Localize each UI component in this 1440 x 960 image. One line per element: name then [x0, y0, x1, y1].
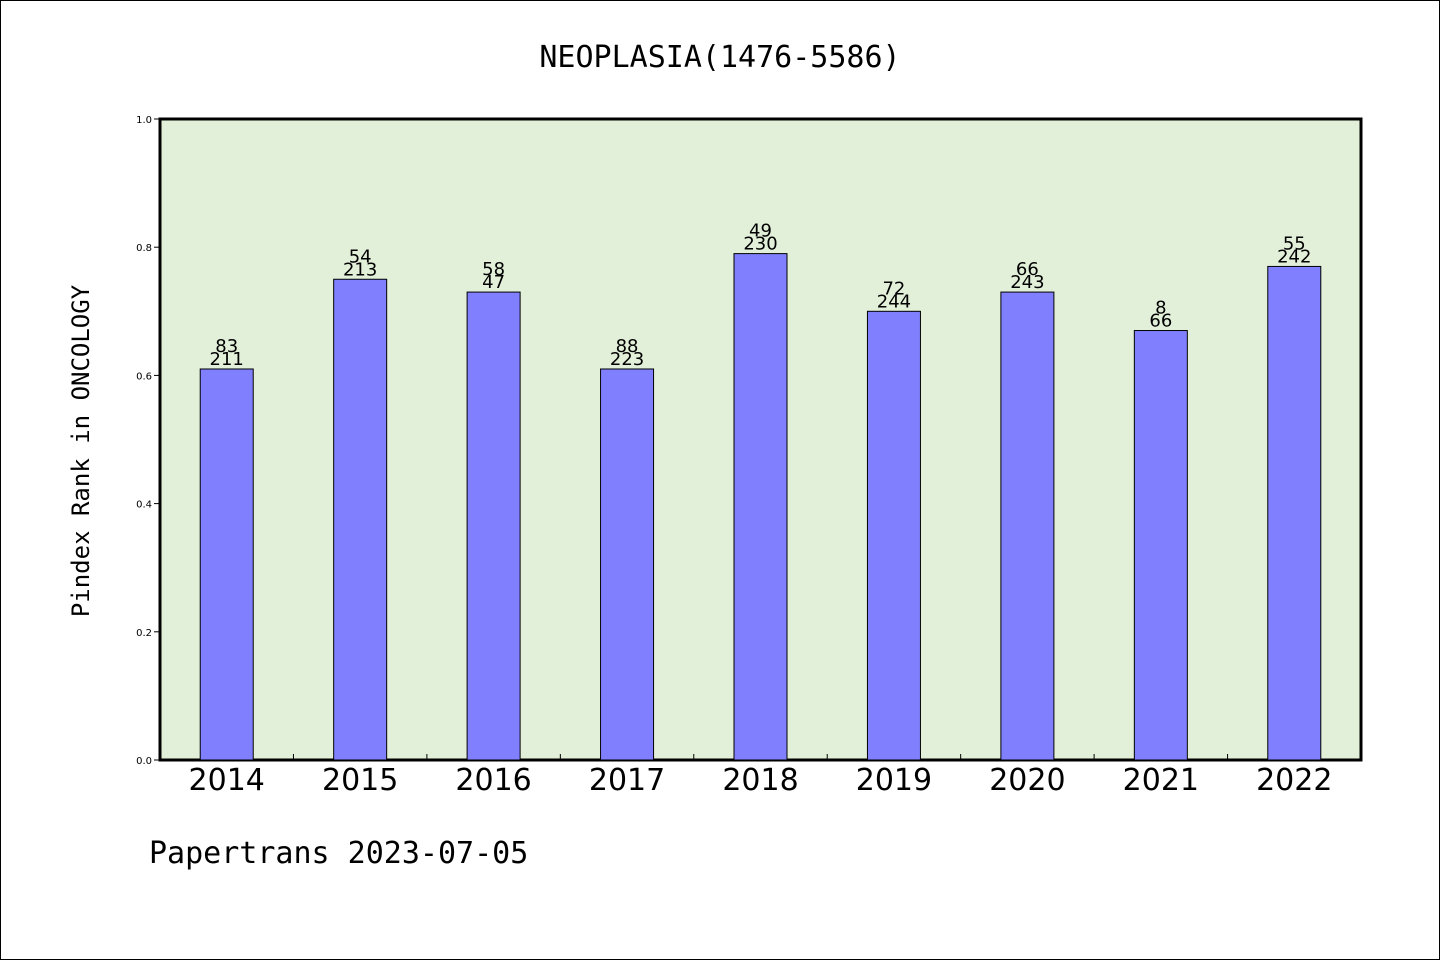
y-tick-label: 1.0 — [136, 115, 152, 126]
bar — [1133, 330, 1188, 761]
bar-label-bottom: 244 — [877, 291, 911, 312]
bar — [866, 310, 921, 761]
bar — [1000, 291, 1055, 761]
chart-title: NEOPLASIA(1476-5586) — [539, 40, 900, 75]
x-tick-label: 2017 — [589, 763, 665, 798]
bar — [466, 291, 521, 761]
bar-label-top: 58 — [482, 259, 505, 280]
y-axis-label: Pindex Rank in ONCOLOGY — [67, 284, 95, 617]
bar-label-top: 55 — [1283, 233, 1306, 254]
bar — [333, 278, 388, 761]
bar-label-top: 66 — [1016, 259, 1039, 280]
bar — [600, 368, 655, 761]
x-axis: 2014 2015 2016 2017 2018 2019 2020 2021 2022 — [189, 754, 1332, 798]
x-tick-label: 2021 — [1123, 763, 1199, 798]
bar-label-bottom: 243 — [1010, 272, 1044, 293]
x-tick-label: 2014 — [189, 763, 265, 798]
bar-label-bottom: 223 — [610, 349, 644, 370]
bar-label-bottom: 213 — [343, 259, 377, 280]
y-tick-label: 0.2 — [136, 628, 152, 639]
bar-label-top: 72 — [882, 278, 905, 299]
bar — [733, 253, 788, 761]
bar-label-top: 49 — [749, 221, 772, 242]
x-tick-label: 2015 — [322, 763, 398, 798]
bar-label-bottom: 230 — [743, 234, 777, 255]
x-tick-label: 2019 — [856, 763, 932, 798]
bar-label-top: 8 — [1155, 298, 1166, 319]
bar-label-bottom: 211 — [210, 349, 244, 370]
bar-label-bottom: 47 — [482, 272, 505, 293]
x-tick-label: 2018 — [722, 763, 798, 798]
bar-label-top: 54 — [349, 246, 372, 267]
y-axis: 0.0 0.2 0.4 0.6 0.8 1.0 — [136, 115, 160, 767]
bar — [1267, 265, 1322, 761]
bar-label-bottom: 242 — [1277, 246, 1311, 267]
bar-label-top: 83 — [215, 336, 238, 357]
bar-label-top: 88 — [616, 336, 639, 357]
y-tick-label: 0.8 — [136, 243, 152, 254]
y-tick-label: 0.0 — [136, 756, 152, 767]
x-tick-label: 2016 — [455, 763, 531, 798]
y-tick-label: 0.4 — [136, 500, 152, 511]
bar-label-bottom: 66 — [1149, 311, 1172, 332]
footer-stamp: Papertrans 2023-07-05 — [149, 836, 528, 871]
x-tick-label: 2022 — [1256, 763, 1332, 798]
x-tick-label: 2020 — [989, 763, 1065, 798]
y-tick-label: 0.6 — [136, 371, 152, 382]
bar — [199, 368, 254, 761]
